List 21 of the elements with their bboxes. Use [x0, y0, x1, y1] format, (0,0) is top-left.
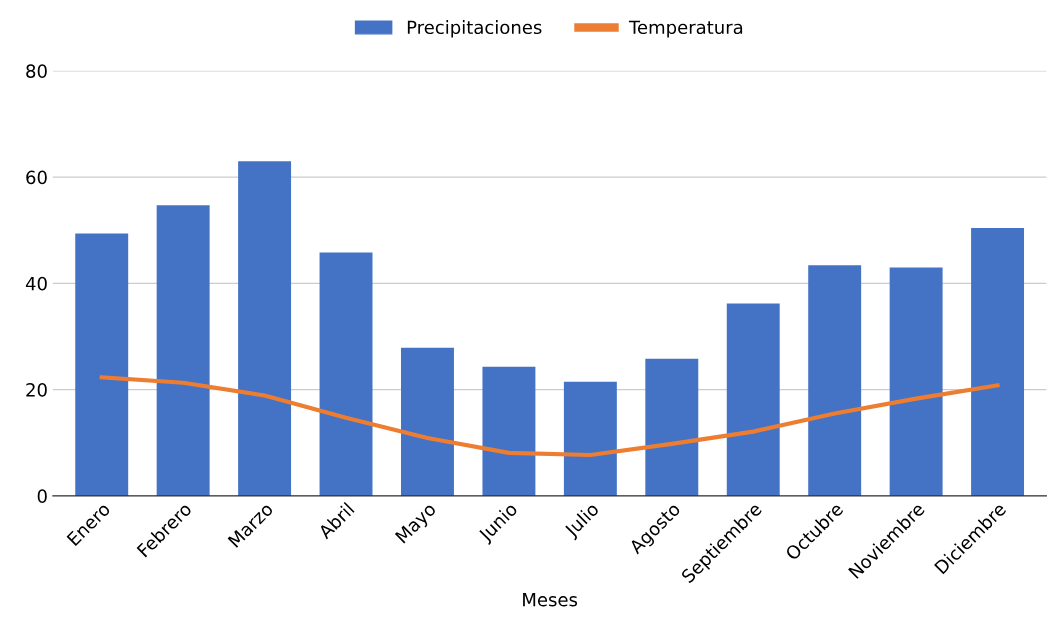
- bar: [563, 381, 617, 496]
- bar: [401, 347, 454, 496]
- line-series: [99, 375, 1000, 458]
- y-tick-label: 40: [25, 276, 47, 291]
- y-tick-label: 0: [37, 489, 47, 503]
- x-axis-title: Meses: [523, 593, 578, 607]
- bar: [482, 366, 536, 496]
- bar: [238, 161, 292, 496]
- legend-label: Temperatura: [628, 20, 743, 38]
- bar: [808, 265, 862, 496]
- bar: [645, 358, 699, 496]
- bar: [156, 205, 210, 496]
- bar: [889, 267, 943, 496]
- y-tick-label: 60: [26, 170, 47, 185]
- bar: [75, 233, 129, 496]
- bar: [971, 228, 1025, 496]
- legend-label: Precipitaciones: [407, 20, 542, 38]
- bar: [319, 252, 373, 496]
- y-tick-label: 80: [26, 64, 47, 78]
- bar: [726, 303, 780, 496]
- y-tick-label: 20: [26, 383, 47, 397]
